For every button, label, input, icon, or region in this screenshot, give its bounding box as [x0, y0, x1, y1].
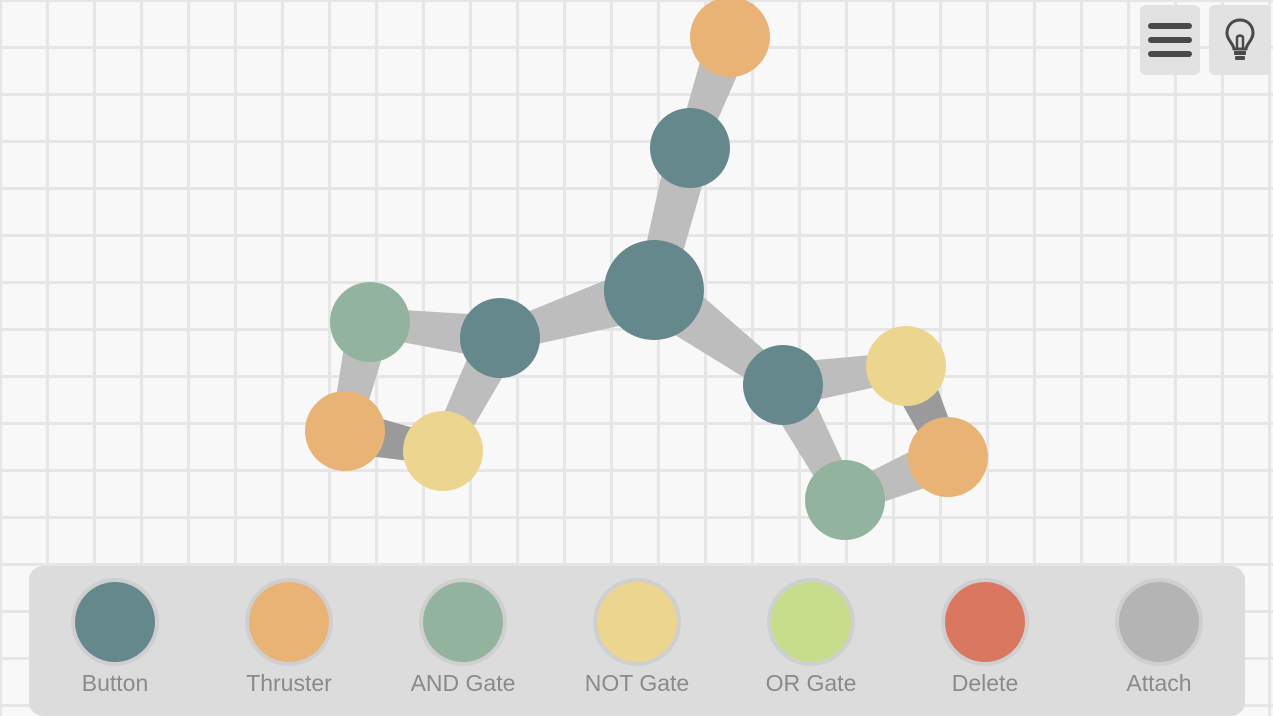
node-and-gate-right[interactable]: [805, 460, 885, 540]
and-gate-swatch: [423, 582, 503, 662]
button-swatch: [75, 582, 155, 662]
palette-item-attach[interactable]: Attach: [1099, 576, 1219, 706]
node-button-left[interactable]: [460, 298, 540, 378]
palette-item-delete[interactable]: Delete: [925, 576, 1045, 706]
node-button-right[interactable]: [743, 345, 823, 425]
not-gate-swatch: [597, 582, 677, 662]
delete-swatch: [945, 582, 1025, 662]
node-not-gate-right[interactable]: [866, 326, 946, 406]
hint-button[interactable]: [1209, 5, 1271, 75]
thruster-swatch: [249, 582, 329, 662]
lightbulb-icon: [1225, 18, 1255, 60]
node-not-gate-left[interactable]: [403, 411, 483, 491]
attach-swatch: [1119, 582, 1199, 662]
palette-label: Button: [81, 670, 149, 696]
palette-item-or-gate[interactable]: OR Gate: [751, 576, 871, 706]
palette-item-button[interactable]: Button: [55, 576, 175, 706]
palette-item-not-gate[interactable]: NOT Gate: [577, 576, 697, 706]
palette-label: NOT Gate: [584, 670, 690, 696]
palette-label: AND Gate: [410, 670, 516, 696]
palette-label: Delete: [951, 670, 1019, 696]
node-thruster-top[interactable]: [690, 0, 770, 77]
node-thruster-right[interactable]: [908, 417, 988, 497]
node-and-gate-left[interactable]: [330, 282, 410, 362]
nodes-layer: [305, 0, 988, 540]
node-thruster-left[interactable]: [305, 391, 385, 471]
node-button-upper[interactable]: [650, 108, 730, 188]
node-button-core[interactable]: [604, 240, 704, 340]
palette-item-and-gate[interactable]: AND Gate: [403, 576, 523, 706]
component-palette: Button Thruster AND Gate NOT Gate OR Gat…: [29, 566, 1245, 716]
palette-label: Attach: [1126, 670, 1192, 696]
menu-button[interactable]: [1140, 5, 1200, 75]
hamburger-menu-icon: [1148, 23, 1192, 57]
palette-label: Thruster: [246, 670, 332, 696]
palette-item-thruster[interactable]: Thruster: [229, 576, 349, 706]
or-gate-swatch: [771, 582, 851, 662]
palette-label: OR Gate: [765, 670, 857, 696]
